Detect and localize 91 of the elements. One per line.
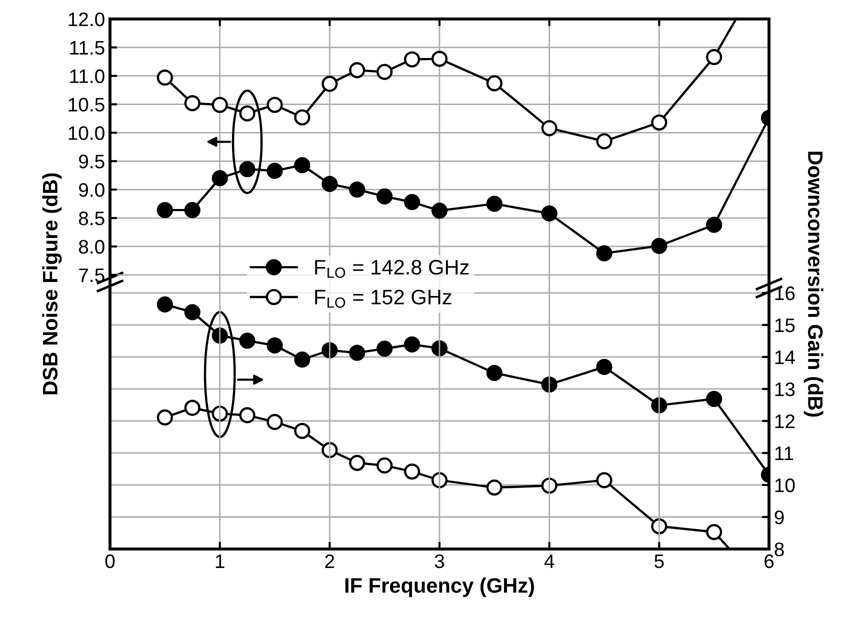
point	[212, 170, 228, 186]
point	[596, 358, 612, 375]
point	[294, 109, 310, 126]
point	[651, 397, 668, 414]
y-tick-label: 8.5	[78, 212, 104, 226]
point	[322, 76, 338, 92]
y-tick-label: 12.0	[68, 12, 104, 26]
point	[294, 422, 310, 439]
point	[212, 327, 228, 344]
point	[404, 336, 420, 353]
point	[706, 390, 722, 407]
x-tick-label: 2	[325, 554, 334, 568]
point	[184, 95, 200, 112]
point	[239, 105, 256, 122]
point	[349, 182, 366, 198]
y-axis-title: DSB Noise Figure (dB)	[42, 173, 62, 394]
y-tick-label: 11.5	[70, 41, 104, 55]
point	[266, 337, 283, 354]
x-tick-label: 3	[434, 554, 444, 568]
point	[486, 196, 502, 212]
point	[212, 96, 228, 113]
x-tick-label: 6	[764, 554, 774, 568]
point	[404, 463, 420, 480]
x-axis-title: IF Frequency (GHz)	[345, 578, 534, 597]
y2-axis-title: Downconversion Gain (dB)	[804, 152, 824, 417]
x-tick-label: 1	[216, 554, 224, 568]
point	[349, 344, 366, 361]
point	[266, 414, 283, 430]
point	[486, 479, 502, 496]
point	[596, 245, 612, 262]
y2-tick-label: 8	[774, 542, 784, 556]
point	[239, 332, 256, 349]
point	[376, 188, 393, 204]
point	[349, 62, 366, 78]
point	[322, 176, 338, 192]
y-tick-label: 9.5	[79, 154, 104, 168]
point	[156, 70, 173, 86]
point	[431, 202, 448, 219]
y-tick-label: 8.0	[78, 240, 104, 254]
point	[596, 472, 612, 488]
y2-tick-label: 14	[775, 350, 795, 364]
y2-tick-label: 9	[774, 510, 784, 524]
point	[266, 96, 283, 113]
point	[184, 304, 200, 320]
point	[486, 364, 502, 382]
point	[431, 50, 448, 67]
point	[431, 340, 448, 356]
y2-tick-label: 15	[775, 318, 795, 332]
point	[349, 454, 366, 471]
point	[156, 296, 173, 313]
point	[541, 205, 558, 222]
y-tick-label: 11.0	[70, 69, 104, 84]
point	[156, 202, 173, 218]
x-tick-label: 5	[654, 554, 664, 568]
point	[184, 202, 200, 218]
point	[651, 238, 668, 254]
point	[404, 194, 420, 210]
point	[706, 49, 722, 66]
point	[294, 351, 310, 368]
x-tick-label: 0	[105, 554, 115, 568]
y2-tick-label: 13	[775, 382, 795, 396]
point	[431, 472, 448, 488]
y-tick-label: 10.5	[68, 98, 104, 112]
x-tick-label: 4	[544, 554, 554, 568]
point	[376, 64, 393, 80]
point	[239, 161, 256, 178]
point	[706, 524, 722, 540]
point	[266, 162, 283, 179]
point	[541, 120, 558, 136]
point	[376, 340, 393, 357]
point	[239, 407, 256, 424]
point	[322, 442, 338, 458]
point	[486, 75, 502, 92]
y-tick-label: 9.0	[79, 183, 104, 197]
y2-tick-label: 12	[775, 414, 795, 428]
point	[212, 406, 228, 422]
point	[651, 114, 668, 131]
legend-label: F$_{LO}$ = 152 GHz	[315, 290, 452, 308]
point	[706, 216, 722, 233]
point	[541, 376, 558, 393]
point	[294, 157, 310, 174]
y2-tick-label: 10	[775, 478, 795, 492]
y2-tick-label: 11	[775, 446, 794, 460]
point	[596, 133, 612, 150]
point	[404, 51, 420, 68]
point	[156, 409, 173, 426]
point	[184, 400, 200, 416]
point	[376, 457, 393, 474]
point	[541, 478, 558, 494]
y-tick-label: 10.0	[68, 126, 104, 140]
legend-label: F$_{LO}$ = 142.8 GHz	[315, 260, 469, 278]
